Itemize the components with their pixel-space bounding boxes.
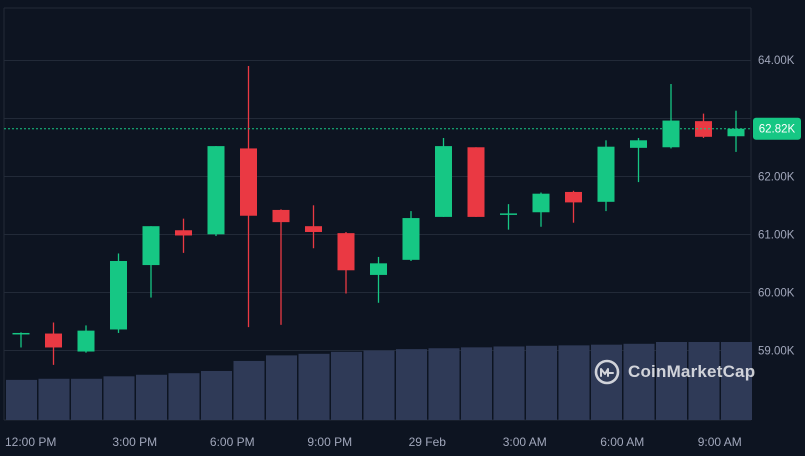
candle-body [240, 148, 257, 216]
volume-bar [6, 379, 37, 420]
volume-bar [168, 373, 200, 420]
x-tick-label: 12:00 PM [5, 435, 56, 449]
candle-body [695, 121, 712, 137]
candle-body [110, 261, 127, 330]
candle-body [305, 226, 322, 232]
candle-body [207, 146, 225, 235]
y-tick-label: 64.00K [758, 55, 795, 67]
volume-bar [363, 350, 395, 420]
volume-bar [558, 345, 590, 420]
candle-body [630, 140, 647, 148]
x-tick-label: 9:00 PM [307, 435, 352, 449]
candle-body [565, 191, 582, 203]
volume-bar [656, 342, 687, 420]
watermark: CoinMarketCap [594, 359, 755, 385]
candle-body [500, 213, 517, 215]
current-price-tag [753, 117, 801, 140]
candle-body [142, 226, 160, 266]
volume-bar [428, 348, 460, 420]
current-price-label: 62.82K [759, 124, 796, 136]
x-tick-label: 9:00 AM [698, 435, 742, 449]
candle-body [370, 263, 387, 275]
volume-bar [201, 370, 232, 420]
candle-body [435, 146, 452, 217]
y-tick-label: 62.00K [758, 171, 795, 183]
volume-bar [298, 353, 330, 420]
volume-bar [266, 355, 297, 420]
volume-bar [103, 376, 135, 420]
coinmarketcap-logo-icon [594, 359, 620, 385]
volume-bar [526, 345, 557, 420]
volume-bar [71, 378, 102, 420]
candle-body [12, 332, 30, 335]
y-tick-label: 60.00K [758, 287, 795, 299]
volume-bar [233, 360, 265, 420]
x-tick-label: 6:00 PM [210, 435, 255, 449]
candle-body [597, 146, 615, 202]
volume-bar [721, 342, 752, 420]
volume-bar [136, 374, 167, 420]
x-tick-label: 3:00 PM [112, 435, 157, 449]
x-tick-label: 3:00 AM [503, 435, 547, 449]
volume-bar [688, 342, 720, 420]
candle-body [45, 333, 62, 348]
volume-bar [38, 378, 70, 420]
candle-body [402, 218, 420, 260]
y-tick-label: 61.00K [758, 229, 795, 241]
volume-bar [331, 351, 362, 420]
candle-body [532, 193, 550, 213]
candle-body [727, 128, 745, 137]
volume-bar [461, 347, 492, 420]
volume-bar [493, 346, 525, 420]
x-tick-label: 29 Feb [409, 435, 447, 449]
volume-bar [396, 349, 427, 420]
candle-body [77, 330, 95, 352]
candle-body [337, 233, 355, 271]
candle-body [175, 230, 192, 236]
candle-body [467, 147, 485, 217]
volume-bar [623, 343, 655, 420]
y-tick-label: 59.00K [758, 345, 795, 357]
x-tick-label: 6:00 AM [600, 435, 644, 449]
candle-body [662, 120, 680, 148]
candle-body [272, 209, 290, 223]
watermark-text: CoinMarketCap [628, 362, 756, 381]
